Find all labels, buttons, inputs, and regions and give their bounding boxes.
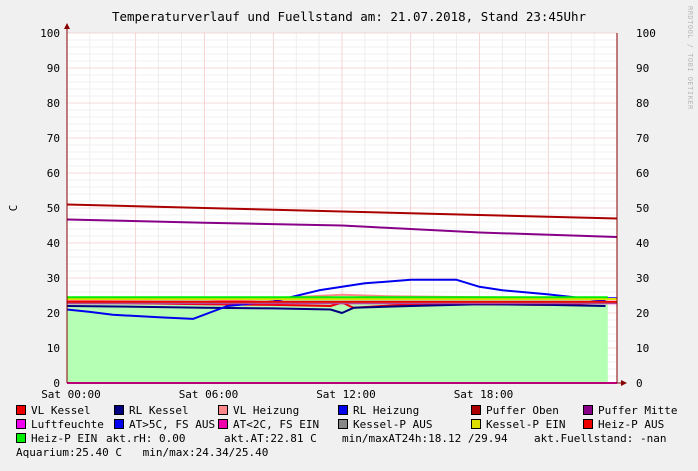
series-puffer-oben (66, 203, 618, 220)
legend-swatch (471, 419, 481, 429)
legend-row: akt.rH: 0.00 akt.AT:22.81 C min/maxAT24h… (16, 432, 696, 446)
legend-label: Puffer Mitte (598, 404, 678, 417)
y-tick-label-right: 20 (636, 307, 649, 320)
y-axis-label: C (7, 205, 20, 212)
y-tick-label: 50 (47, 202, 60, 215)
legend-swatch (583, 419, 593, 429)
legend-item: AT>5C, FS AUS (114, 418, 215, 432)
legend-swatch (338, 405, 348, 415)
y-tick-label: 90 (47, 62, 60, 75)
area-heiz-p-ein (67, 297, 608, 383)
area-layer (67, 297, 608, 383)
legend-label: Kessel-P EIN (486, 418, 566, 431)
legend-label: AT<2C, FS EIN (233, 418, 320, 431)
y-tick-label: 60 (47, 167, 60, 180)
legend: VL Kessel RL Kessel VL Heizung RL Heizung Pu… (16, 404, 696, 446)
legend-item: Puffer Oben (471, 404, 559, 418)
legend-label: VL Kessel (31, 404, 91, 417)
legend-swatch (471, 405, 481, 415)
x-tick-label: Sat 18:00 (454, 388, 514, 401)
axes (64, 23, 627, 386)
tick-labels: 0 0 10 10 20 20 30 30 40 40 50 50 60 60 70 70 80 80 90 90 10… (40, 27, 656, 401)
legend-label: RL Heizung (353, 404, 420, 417)
legend-swatch (16, 405, 26, 415)
legend-swatch (218, 419, 228, 429)
legend-item: RL Heizung (338, 404, 419, 418)
aquarium-row: Aquarium:25.40 C min/max:24.34/25.40 (16, 446, 268, 459)
legend-label: AT>5C, FS AUS (129, 418, 216, 431)
outside-temp-readout: akt.AT:22.81 C (224, 432, 317, 445)
y-tick-label-right: 0 (636, 377, 643, 390)
legend-item: Heiz-P EIN (16, 432, 97, 446)
y-tick-label: 70 (47, 132, 60, 145)
legend-label: Heiz-P EIN (31, 432, 98, 445)
legend-item: Luftfeuchte (16, 418, 104, 432)
humidity-readout: akt.rH: 0.00 (106, 432, 186, 445)
series-layer (66, 203, 618, 384)
legend-item: Kessel-P EIN (471, 418, 565, 432)
legend-item: VL Kessel (16, 404, 91, 418)
y-tick-label: 10 (47, 342, 60, 355)
x-tick-label: Sat 06:00 (179, 388, 239, 401)
y-tick-label: 30 (47, 272, 60, 285)
legend-item: AT<2C, FS EIN (218, 418, 319, 432)
x-tick-label: Sat 12:00 (316, 388, 376, 401)
legend-row: VL Kessel RL Kessel VL Heizung RL Heizung Pu… (16, 404, 696, 418)
legend-label: Heiz-P AUS (598, 418, 665, 431)
y-tick-label-right: 30 (636, 272, 649, 285)
aquarium-readout: Aquarium:25.40 C (16, 446, 122, 459)
legend-label: Luftfeuchte (31, 418, 104, 431)
x-tick-label: Sat 00:00 (41, 388, 101, 401)
legend-item: Heiz-P AUS (583, 418, 664, 432)
legend-swatch (114, 405, 124, 415)
legend-label: Kessel-P AUS (353, 418, 433, 431)
legend-row: Luftfeuchte AT>5C, FS AUS AT<2C, FS EIN Kes… (16, 418, 696, 432)
y-tick-label: 0 (53, 377, 60, 390)
y-tick-label: 100 (40, 27, 60, 40)
legend-swatch (583, 405, 593, 415)
legend-swatch (218, 405, 228, 415)
legend-swatch (338, 419, 348, 429)
series-rl-kessel (66, 303, 606, 314)
legend-item: VL Heizung (218, 404, 299, 418)
legend-swatch (114, 419, 124, 429)
min-max-at-readout: min/maxAT24h:18.12 /29.94 (342, 432, 508, 445)
y-tick-label-right: 100 (636, 27, 656, 40)
y-tick-label-right: 10 (636, 342, 649, 355)
legend-item: Puffer Mitte (583, 404, 677, 418)
y-tick-label-right: 80 (636, 97, 649, 110)
y-tick-label: 80 (47, 97, 60, 110)
aquarium-min-max-readout: min/max:24.34/25.40 (142, 446, 269, 459)
y-tick-label: 20 (47, 307, 60, 320)
series-puffer-mitte (66, 218, 618, 238)
legend-label: Puffer Oben (486, 404, 559, 417)
x-axis-arrow (621, 380, 627, 386)
y-tick-label-right: 90 (636, 62, 649, 75)
legend-label: VL Heizung (233, 404, 300, 417)
legend-item: Kessel-P AUS (338, 418, 432, 432)
chart-title: Temperaturverlauf und Fuellstand am: 21.… (112, 9, 587, 24)
legend-label: RL Kessel (129, 404, 189, 417)
legend-swatch (16, 419, 26, 429)
legend-item: RL Kessel (114, 404, 189, 418)
fill-level-readout: akt.Fuellstand: -nan (534, 432, 667, 445)
legend-swatch (16, 433, 26, 443)
y-tick-label: 40 (47, 237, 60, 250)
y-tick-label-right: 50 (636, 202, 649, 215)
y-tick-label-right: 70 (636, 132, 649, 145)
y-tick-label-right: 40 (636, 237, 649, 250)
y-tick-label-right: 60 (636, 167, 649, 180)
rrdtool-credit: RRDTOOL / TOBI OETIKER (686, 6, 694, 110)
series-rl-heizung (66, 278, 606, 320)
y-axis-arrow (64, 23, 70, 29)
